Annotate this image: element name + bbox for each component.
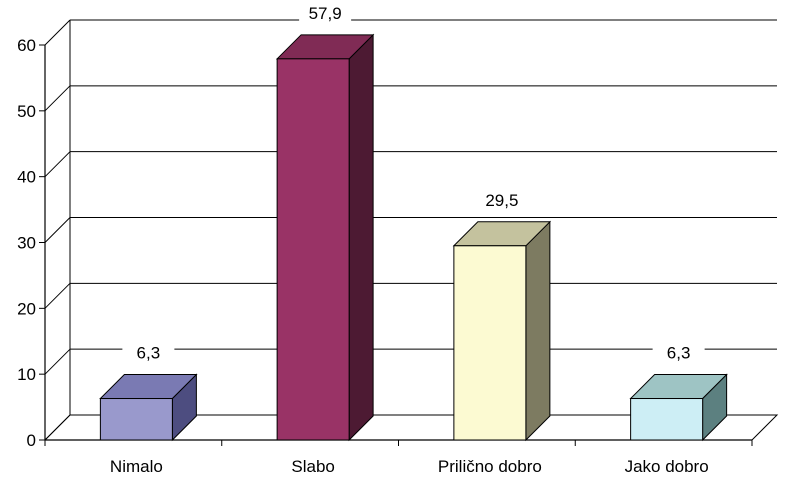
bar-side	[348, 33, 374, 442]
data-label-bg	[652, 342, 705, 364]
bar	[99, 398, 173, 441]
y-tick-label: 20	[17, 299, 36, 318]
bar	[630, 398, 704, 441]
y-tick-label: 40	[17, 168, 36, 187]
gridline-diagonal	[44, 282, 71, 309]
bar-side	[525, 220, 551, 442]
data-label-bg	[299, 2, 352, 24]
y-tick-label: 30	[17, 234, 36, 253]
bar	[276, 58, 350, 441]
data-label-bg	[122, 342, 175, 364]
bars	[99, 33, 728, 442]
x-tick-label: Jako dobro	[625, 457, 709, 476]
x-tick-label: Nimalo	[110, 457, 163, 476]
bar	[453, 245, 527, 441]
data-label: 57,9	[309, 4, 342, 23]
gridline-diagonal	[44, 348, 71, 375]
gridline-diagonal	[44, 19, 71, 46]
labels: 0 10 20 30 40 50 60 6,3 Nimalo 57,9 Slabo 29,5 Prili…	[17, 2, 709, 476]
gridline-diagonal	[44, 151, 71, 178]
y-tick-label: 50	[17, 102, 36, 121]
data-label: 29,5	[485, 191, 518, 210]
data-label-bg	[475, 189, 528, 211]
x-tick-label: Slabo	[291, 457, 334, 476]
x-tick-label: Prilično dobro	[438, 457, 542, 476]
gridline-diagonal	[44, 217, 71, 243]
y-tick-label: 0	[27, 431, 36, 450]
y-tick-label: 60	[17, 36, 36, 55]
data-label: 6,3	[667, 344, 691, 363]
gridline-diagonal	[44, 85, 71, 112]
data-label: 6,3	[137, 344, 161, 363]
y-tick-label: 10	[17, 365, 36, 384]
